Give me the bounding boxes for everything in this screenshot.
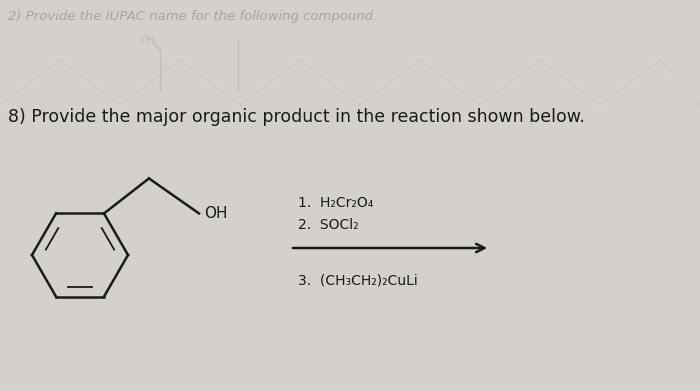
Text: 8) Provide the major organic product in the reaction shown below.: 8) Provide the major organic product in …	[8, 108, 585, 126]
Text: OH: OH	[204, 206, 228, 221]
Text: 3.  (CH₃CH₂)₂CuLi: 3. (CH₃CH₂)₂CuLi	[298, 273, 418, 287]
Text: 1.  H₂Cr₂O₄: 1. H₂Cr₂O₄	[298, 196, 373, 210]
Text: 2) Provide the IUPAC name for the following compound.: 2) Provide the IUPAC name for the follow…	[8, 10, 377, 23]
Text: OH: OH	[141, 35, 155, 45]
Text: 2.  SOCl₂: 2. SOCl₂	[298, 218, 358, 232]
